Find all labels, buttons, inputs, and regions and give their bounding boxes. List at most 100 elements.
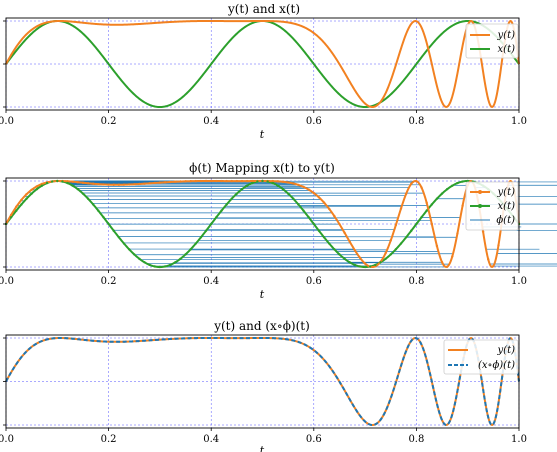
series-y-point (410, 182, 413, 185)
panel-3-xlabel: t (260, 444, 265, 452)
series-x-point (394, 248, 398, 251)
series-x-point (456, 181, 459, 185)
series-x-point (204, 229, 208, 232)
series-y-point (420, 186, 423, 189)
series-x-point (251, 181, 254, 185)
series-y-point (148, 182, 151, 185)
series-y-point (163, 181, 167, 184)
x-tick-label: 0.2 (101, 434, 117, 445)
series-x-point (461, 180, 464, 183)
series-y-point (35, 185, 38, 188)
series-x-point (117, 236, 121, 239)
x-tick-label: 0.4 (203, 116, 219, 127)
panel-2-legend-x: x(t) (498, 201, 516, 212)
series-x-point (445, 188, 449, 191)
series-x-point (286, 192, 290, 195)
series-x-point (333, 248, 336, 251)
series-y-point (251, 179, 254, 183)
panel-2-legend-phi: ϕ(t) (496, 215, 515, 226)
series-x-point (158, 265, 162, 269)
x-tick-label: 0.0 (0, 276, 14, 287)
panel-1-title: y(t) and x(t) (227, 2, 300, 16)
series-y-point (425, 201, 428, 204)
panel-1-legend-x: x(t) (498, 44, 516, 55)
series-y-point (189, 179, 192, 183)
series-x-point (281, 188, 285, 191)
x-tick-label: 0.6 (306, 276, 322, 287)
panel-3: y(t) and (x∘ϕ)(t) 0.0 0.2 0.4 0.6 0.8 1.0 t y… (0, 319, 527, 452)
series-y-point (215, 179, 218, 183)
series-y-point (276, 180, 280, 183)
series-x-point (138, 257, 141, 260)
series-y-point (240, 179, 244, 183)
panel-2: ϕ(t) Mapping x(t) to y(t) 0.0 0.2 0.4 0.6 0.… (0, 161, 557, 301)
series-y-point (327, 207, 331, 211)
panel-3-legend-xphi: (x∘ϕ)(t) (478, 360, 515, 371)
series-x-point (235, 192, 239, 195)
x-tick-label: 0.4 (203, 434, 219, 445)
series-x-point (322, 236, 326, 239)
panel-2-legend-box (465, 181, 519, 231)
series-x-point (66, 181, 69, 185)
series-y-point (481, 230, 485, 233)
series-x-point (220, 209, 223, 212)
series-x-point (440, 192, 444, 195)
series-xphi-line (5, 336, 520, 427)
series-y-point (384, 251, 387, 255)
series-x-point (425, 209, 428, 212)
series-y-point (122, 183, 126, 186)
x-tick-label: 1.0 (511, 434, 527, 445)
series-y-point (133, 183, 136, 186)
series-x-point (127, 248, 131, 251)
series-y-point (107, 183, 110, 186)
x-tick-label: 0.2 (101, 116, 117, 127)
series-y-point (338, 222, 341, 226)
series-x-point (56, 179, 59, 183)
x-tick-label: 0.4 (203, 276, 219, 287)
series-y-point (25, 193, 28, 196)
series-y-point (445, 265, 449, 268)
series-y-point (492, 264, 495, 268)
series-x-point (451, 184, 454, 187)
series-y-point (66, 180, 69, 183)
series-y-point (194, 179, 198, 183)
x-tick-label: 0.0 (0, 116, 14, 127)
series-y-point (333, 214, 336, 218)
series-y-point (435, 244, 439, 248)
series-y-point (92, 182, 95, 185)
series-x-point (15, 209, 18, 212)
panel-2-legend-marker-x (478, 204, 482, 208)
series-x-point (35, 188, 38, 191)
series-y-point (440, 261, 444, 264)
x-tick-label: 0.8 (408, 116, 424, 127)
panel-1-xlabel: t (260, 128, 265, 141)
series-y-point (71, 180, 74, 183)
series-y-point (451, 255, 454, 258)
series-x-point (97, 209, 100, 212)
series-x-markers (4, 179, 521, 269)
series-x-point (404, 236, 408, 239)
series-y-point (348, 240, 351, 243)
x-tick-label: 1.0 (511, 116, 527, 127)
series-x-point (363, 265, 367, 269)
panel-2-title: ϕ(t) Mapping x(t) to y(t) (189, 161, 335, 175)
series-y-point (138, 182, 141, 186)
series-x-point (112, 229, 115, 232)
panel-2-legend-y: y(t) (497, 187, 516, 198)
series-x-point (50, 180, 54, 183)
series-x-point (271, 181, 274, 185)
series-x-point (210, 222, 213, 226)
series-y-point (317, 196, 321, 199)
series-y-point (199, 179, 203, 183)
series-y-point (9, 213, 13, 217)
series-x-point (302, 209, 305, 212)
series-x-point (420, 216, 423, 219)
series-y-point (102, 183, 105, 186)
series-x-point (184, 253, 187, 256)
series-y-point (230, 179, 233, 183)
series-x-point (9, 216, 13, 219)
series-x-point (266, 180, 269, 183)
series-x-point (307, 216, 310, 219)
series-x-point (410, 229, 413, 232)
series-x-point (107, 222, 110, 226)
